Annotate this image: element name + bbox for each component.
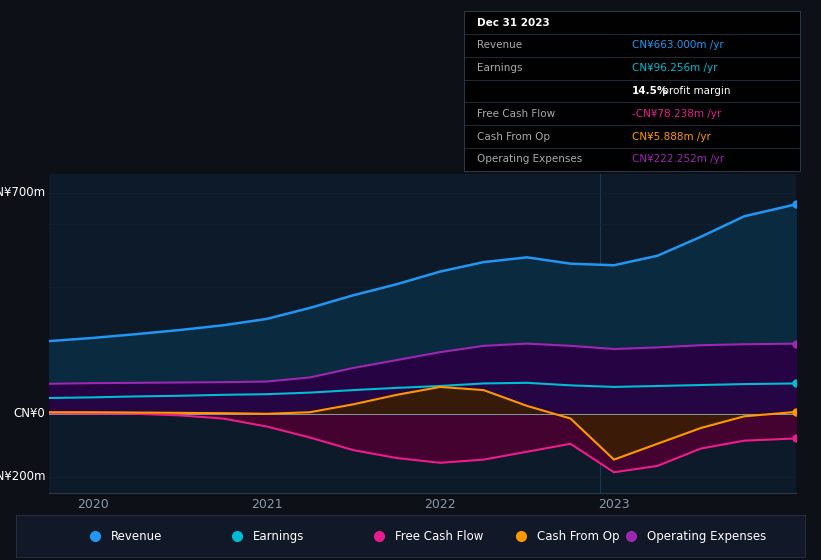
Text: CN¥96.256m /yr: CN¥96.256m /yr: [632, 63, 718, 73]
Text: CN¥663.000m /yr: CN¥663.000m /yr: [632, 40, 724, 50]
Text: CN¥222.252m /yr: CN¥222.252m /yr: [632, 155, 724, 165]
Text: Free Cash Flow: Free Cash Flow: [477, 109, 556, 119]
Text: -CN¥200m: -CN¥200m: [0, 470, 45, 483]
Text: Dec 31 2023: Dec 31 2023: [477, 17, 550, 27]
Text: CN¥5.888m /yr: CN¥5.888m /yr: [632, 132, 711, 142]
Text: CN¥0: CN¥0: [14, 407, 45, 421]
Text: Revenue: Revenue: [111, 530, 163, 543]
Text: CN¥700m: CN¥700m: [0, 186, 45, 199]
Text: -CN¥78.238m /yr: -CN¥78.238m /yr: [632, 109, 722, 119]
Text: profit margin: profit margin: [659, 86, 731, 96]
Text: Operating Expenses: Operating Expenses: [647, 530, 766, 543]
Text: Earnings: Earnings: [477, 63, 523, 73]
Text: Revenue: Revenue: [477, 40, 522, 50]
Text: Cash From Op: Cash From Op: [537, 530, 619, 543]
Text: Free Cash Flow: Free Cash Flow: [395, 530, 483, 543]
Text: Earnings: Earnings: [253, 530, 305, 543]
Text: 14.5%: 14.5%: [632, 86, 668, 96]
Text: Operating Expenses: Operating Expenses: [477, 155, 583, 165]
Text: Cash From Op: Cash From Op: [477, 132, 550, 142]
